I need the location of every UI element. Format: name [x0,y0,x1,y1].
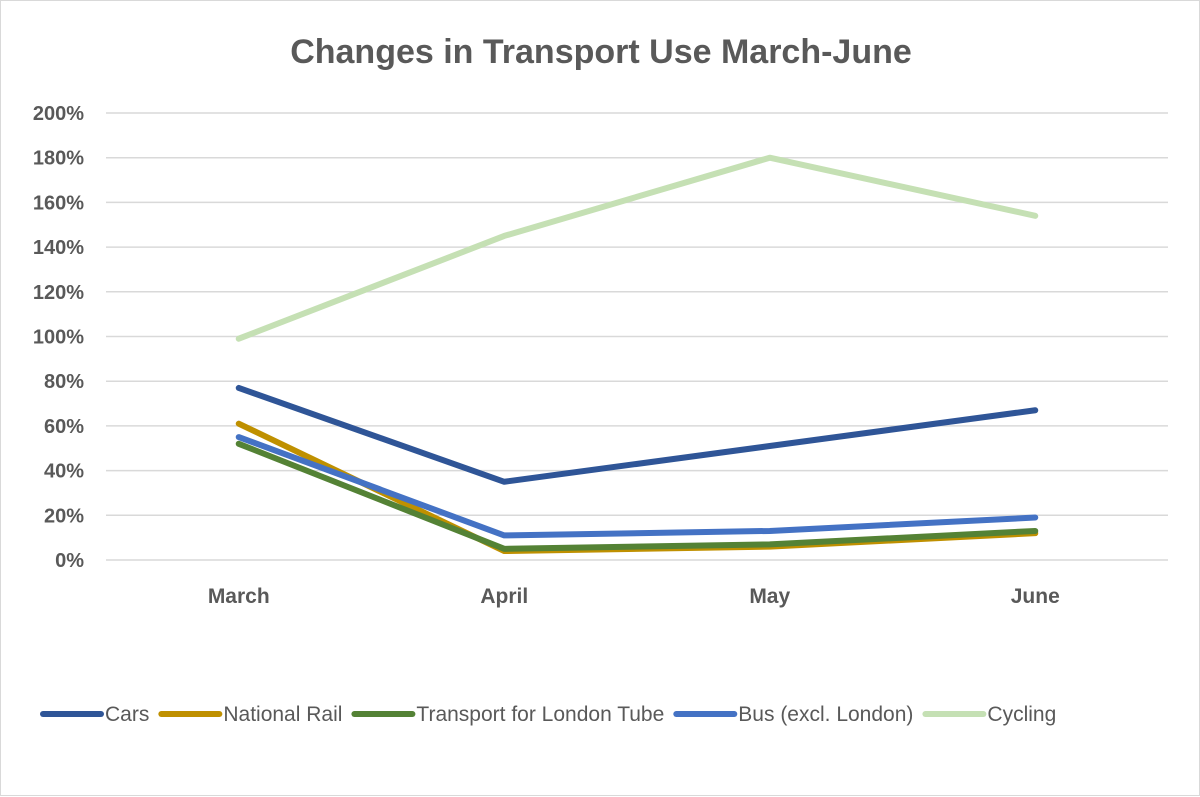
y-tick-label: 160% [33,192,84,214]
series-line-cars [235,384,1039,485]
x-tick-label: June [1011,585,1060,608]
y-tick-label: 20% [44,505,84,527]
data-point-cycling [1032,213,1038,219]
data-point-bus-excl-london [767,528,773,534]
data-point-cars [767,443,773,449]
data-point-cycling [501,233,507,239]
data-point-cars [236,385,242,391]
y-tick-label: 120% [33,282,84,304]
data-point-transport-for-london-tube [501,546,507,552]
legend-label-cycling: Cycling [987,703,1056,726]
legend-label-national-rail: National Rail [223,703,342,726]
chart-title: Changes in Transport Use March-June [290,33,912,71]
y-axis-ticks: 0% 20% 40% 60% 80% 100% 120% 140% 160% 180% 200% [33,103,84,572]
y-tick-label: 140% [33,237,84,259]
data-point-cycling [236,336,242,342]
data-point-transport-for-london-tube [767,541,773,547]
legend-label-transport-for-london-tube: Transport for London Tube [416,703,664,726]
data-point-bus-excl-london [501,532,507,538]
y-tick-label: 200% [33,103,84,125]
data-point-cars [501,479,507,485]
data-point-bus-excl-london [236,434,242,440]
x-tick-label: March [208,585,270,608]
data-point-cycling [767,155,773,161]
legend-label-cars: Cars [105,703,149,726]
y-tick-label: 40% [44,461,84,483]
legend: Cars National Rail Transport for London Tu… [40,703,1056,726]
y-tick-label: 180% [33,148,84,170]
x-tick-label: April [480,585,528,608]
y-tick-label: 80% [44,371,84,393]
data-point-transport-for-london-tube [1032,528,1038,534]
series-line-bus-excl-london [235,434,1039,539]
series-line-transport-for-london-tube [235,440,1039,552]
legend-label-bus-excl-london: Bus (excl. London) [738,703,913,726]
data-point-cars [1032,407,1038,413]
x-tick-label: May [749,585,790,608]
y-tick-label: 60% [44,416,84,438]
gridlines [106,112,1168,561]
data-point-bus-excl-london [1032,515,1038,521]
data-point-national-rail [236,421,242,427]
data-point-transport-for-london-tube [236,441,242,447]
x-axis-ticks: March April May June [208,585,1060,608]
series-line-cycling [235,154,1039,342]
y-tick-label: 0% [55,550,84,572]
series-lines [235,154,1039,555]
y-tick-label: 100% [33,327,84,349]
